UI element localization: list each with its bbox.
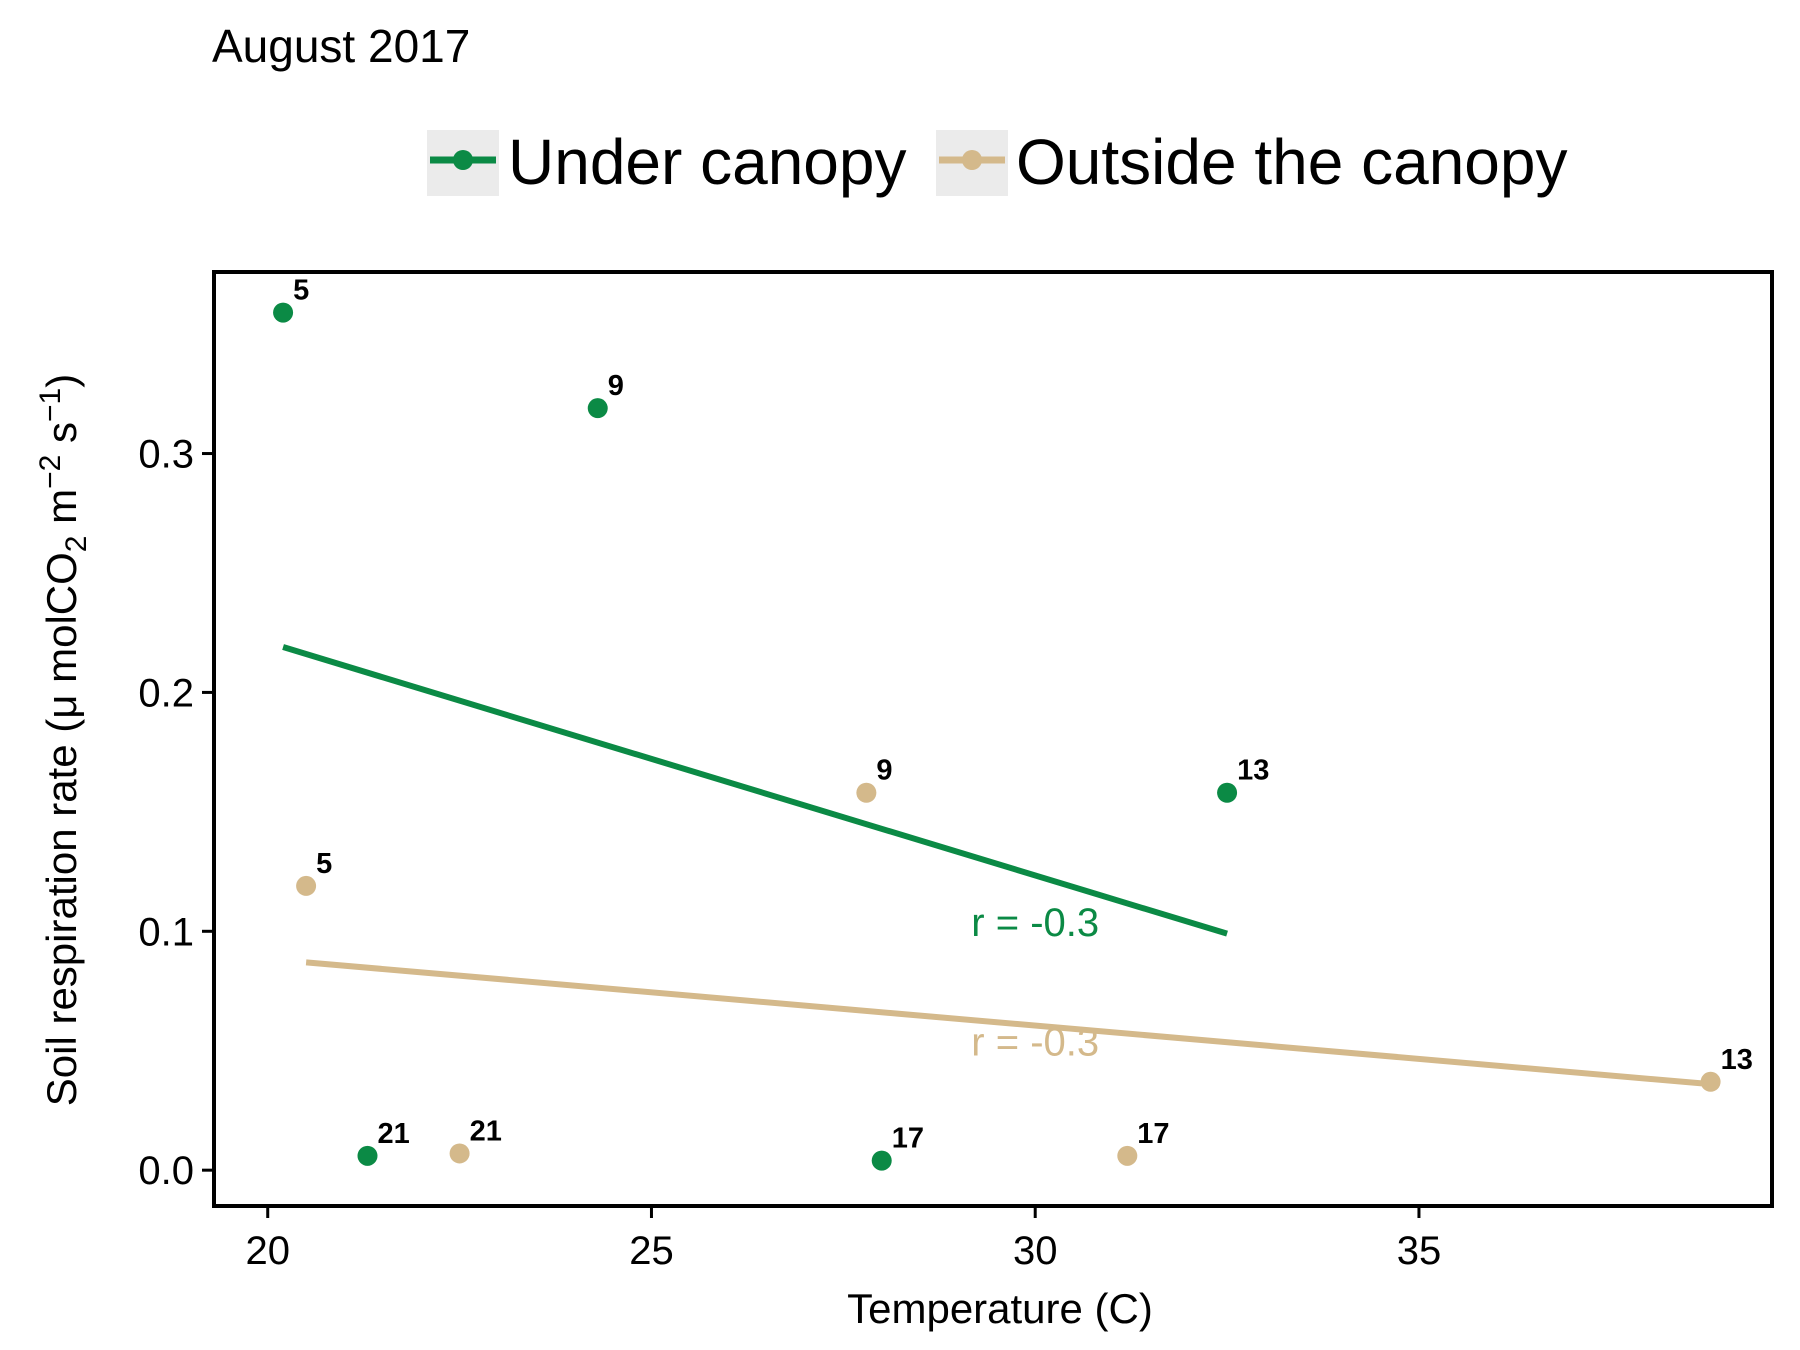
data-point-outside-canopy [449, 1143, 470, 1164]
plot-area: r = -0.3 5 9 13 17 21 r = -0.3 5 9 13 17 21 [273, 275, 1753, 1171]
data-label-under-canopy: 9 [608, 370, 624, 402]
x-tick-label: 20 [245, 1229, 290, 1273]
y-tick-label: 0.3 [138, 433, 194, 477]
y-axis-title-suffix: ) [38, 374, 85, 388]
legend: Under canopy Outside the canopy [427, 126, 1567, 198]
y-axis-title-subscript: 2 [60, 536, 93, 553]
data-label-under-canopy: 21 [377, 1118, 409, 1150]
data-label-under-canopy: 5 [293, 275, 309, 307]
data-label-under-canopy: 13 [1237, 755, 1269, 787]
data-label-under-canopy: 17 [892, 1123, 924, 1155]
correlation-label-under-canopy: r = -0.3 [971, 901, 1099, 945]
y-axis-title-superscript-m: −2 [34, 455, 67, 489]
y-tick-label: 0.2 [138, 671, 194, 715]
axes: 20 25 30 35 0.0 0.1 0.2 0.3 [138, 272, 1772, 1273]
y-axis-title-m: m [38, 489, 85, 536]
data-point-under-canopy [1217, 782, 1238, 803]
y-axis-title-mol: molCO [38, 552, 85, 694]
y-axis-title-mu: μ [38, 695, 85, 719]
legend-label-outside-canopy: Outside the canopy [1016, 126, 1567, 198]
y-tick-label: 0.1 [138, 910, 194, 954]
trend-line-under-canopy [282, 644, 1228, 937]
y-axis-title-s: s [38, 422, 85, 455]
data-label-outside-canopy: 21 [470, 1115, 502, 1147]
data-point-outside-canopy [296, 875, 317, 896]
y-axis-title-superscript-s: −1 [34, 388, 67, 422]
legend-key-outside-canopy-point [962, 150, 982, 170]
data-point-under-canopy [871, 1150, 892, 1171]
data-label-outside-canopy: 17 [1137, 1118, 1169, 1150]
y-tick-label: 0.0 [138, 1149, 194, 1193]
legend-key-under-canopy-point [453, 150, 473, 170]
correlation-label-outside-canopy: r = -0.3 [971, 1021, 1099, 1065]
data-point-under-canopy [357, 1145, 378, 1166]
x-tick-label: 35 [1397, 1229, 1442, 1273]
x-tick-label: 25 [629, 1229, 674, 1273]
x-axis-title: Temperature (C) [847, 1285, 1153, 1332]
data-point-outside-canopy [1700, 1071, 1721, 1092]
data-point-outside-canopy [856, 782, 877, 803]
data-point-outside-canopy [1117, 1145, 1138, 1166]
x-tick-label: 30 [1013, 1229, 1058, 1273]
data-point-under-canopy [273, 302, 294, 323]
y-axis-title: Soil respiration rate (μ molCO2 m−2 s−1) [34, 374, 93, 1107]
data-point-under-canopy [587, 398, 608, 419]
y-axis-title-prefix: Soil respiration rate ( [38, 719, 85, 1107]
trend-line-outside-canopy [305, 959, 1711, 1088]
legend-label-under-canopy: Under canopy [508, 126, 906, 198]
chart-title: August 2017 [212, 20, 470, 72]
data-label-outside-canopy: 9 [876, 755, 892, 787]
data-label-outside-canopy: 13 [1721, 1044, 1753, 1076]
data-label-outside-canopy: 5 [316, 848, 332, 880]
